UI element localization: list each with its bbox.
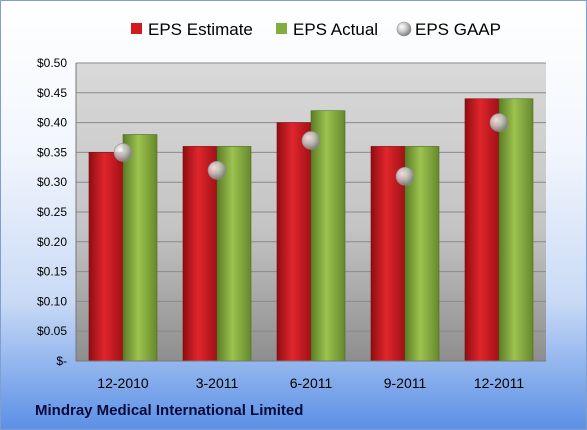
legend-swatch — [131, 23, 142, 34]
bar-eps-estimate — [464, 98, 500, 362]
y-tick-label: $0.30 — [37, 175, 67, 189]
marker-eps-gaap — [207, 160, 227, 180]
x-tick-label: 3-2011 — [196, 375, 239, 391]
y-tick-label: $0.15 — [37, 265, 67, 279]
y-tick-label: $0.40 — [37, 116, 67, 130]
marker-eps-gaap — [301, 131, 321, 150]
legend-label: EPS Actual — [293, 20, 378, 39]
company-name: Mindray Medical International Limited — [35, 402, 304, 419]
y-tick-label: $0.05 — [37, 324, 67, 338]
bar-eps-actual — [122, 134, 158, 362]
x-tick-label: 12-2011 — [474, 375, 525, 391]
bar-eps-actual — [498, 98, 534, 362]
bar-eps-estimate — [88, 152, 124, 362]
x-tick-label: 9-2011 — [384, 375, 427, 391]
x-tick-label: 6-2011 — [290, 375, 333, 391]
legend-swatch — [396, 21, 412, 37]
marker-eps-gaap — [489, 113, 509, 132]
marker-eps-gaap — [395, 166, 415, 186]
legend-swatch — [276, 23, 287, 34]
bar-eps-actual — [310, 110, 346, 362]
marker-eps-gaap — [113, 143, 133, 162]
y-tick-label: $0.50 — [37, 56, 67, 70]
legend-label: EPS Estimate — [148, 20, 253, 39]
legend-label: EPS GAAP — [415, 20, 501, 39]
y-tick-label: $0.10 — [37, 294, 67, 308]
x-tick-label: 12-2010 — [97, 375, 149, 391]
y-tick-label: $- — [56, 354, 67, 368]
y-tick-label: $0.35 — [37, 145, 67, 159]
bar-eps-estimate — [276, 122, 312, 362]
bar-eps-estimate — [182, 146, 218, 362]
y-tick-label: $0.45 — [37, 86, 67, 100]
y-tick-label: $0.20 — [37, 235, 67, 249]
y-tick-label: $0.25 — [37, 205, 67, 219]
bar-eps-actual — [216, 146, 252, 362]
